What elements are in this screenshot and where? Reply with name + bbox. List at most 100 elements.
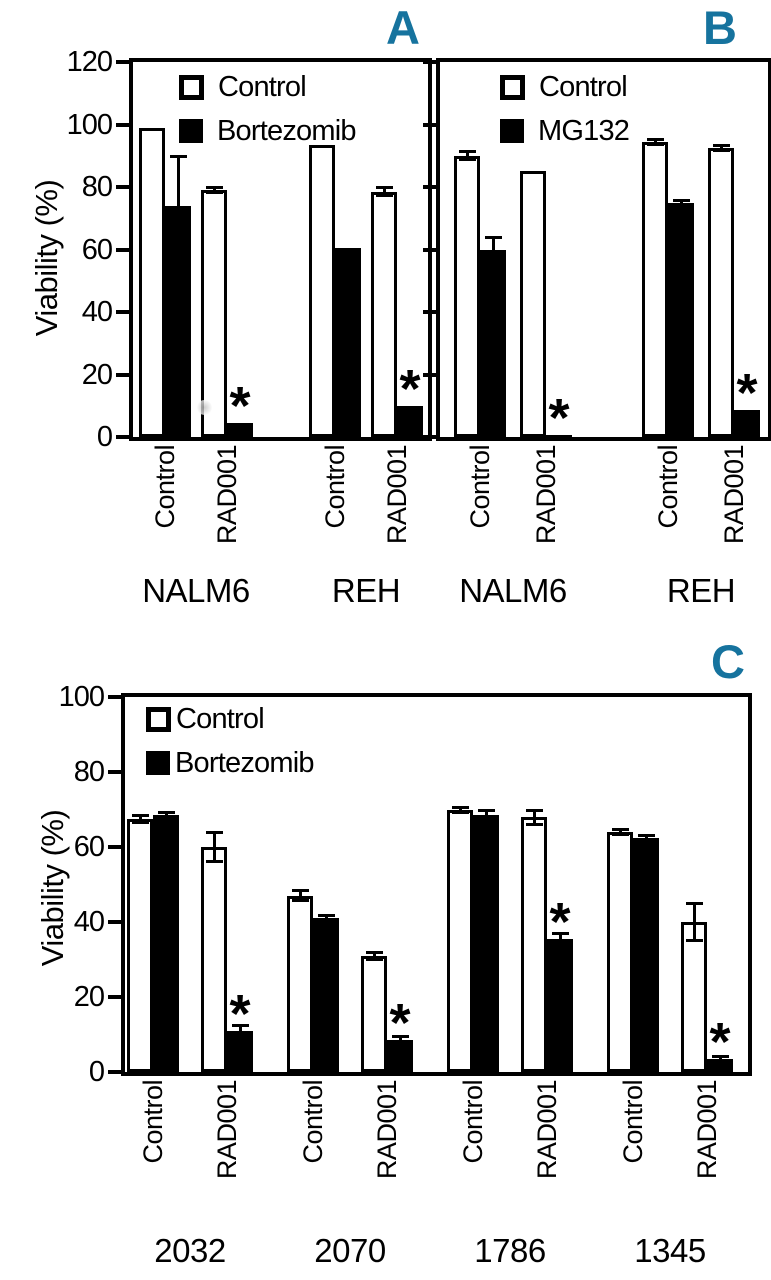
error-bar-line [719,144,723,152]
error-bar-line [692,903,696,941]
legend-item: Control [179,70,307,104]
bar-treated [227,1030,253,1072]
bar-control [309,144,335,437]
error-bar-cap [157,816,175,820]
error-bar-cap [672,198,690,202]
x-group-label: 2070 [314,1232,386,1269]
x-group-label: 2032 [154,1232,226,1269]
y-tick [108,920,121,924]
legend-label: Control [539,70,628,103]
significance-asterisk: * [736,363,758,424]
error-bar-cap [375,186,393,189]
significance-asterisk: * [389,993,411,1054]
x-pair-label: Control [150,445,180,529]
y-tick-label: 60 [73,831,105,863]
error-bar-cap [291,889,309,893]
y-tick [108,845,121,849]
error-bar-line [644,834,648,841]
error-bar-line [618,829,622,835]
bar-control [708,147,734,437]
legend-label: Control [218,70,307,103]
y-tick [116,247,129,252]
x-pair-label: Control [618,1080,648,1164]
bar-treated [387,1040,413,1072]
y-tick [423,122,436,127]
error-bar-cap [477,808,495,812]
error-bar-line [458,806,462,813]
legend-label: Bortezomib [175,746,314,779]
error-bar-cap [637,833,655,837]
error-bar-line [679,199,683,206]
error-bar-cap [317,919,335,923]
error-bar-cap [711,1054,729,1058]
x-pair-label: Control [138,1080,168,1164]
significance-asterisk: * [709,1011,731,1072]
smudge-artifact [197,400,212,415]
y-tick-label: 80 [73,756,105,788]
error-bar-cap [317,914,335,918]
y-tick [116,310,129,314]
x-pair-label: Control [653,445,683,529]
y-tick [108,695,121,699]
x-pair-label: RAD001 [692,1080,722,1180]
y-tick [116,185,129,189]
error-bar-cap [205,860,223,863]
x-pair-label: RAD001 [212,445,242,545]
error-bar-cap [365,957,383,961]
bar-control [454,155,480,437]
error-bar-line [212,187,216,194]
significance-asterisk: * [548,388,570,449]
legend-item: MG132 [500,114,630,148]
y-tick [116,372,129,377]
error-bar-cap [231,1024,249,1028]
error-bar-cap [611,828,629,831]
bar-control [127,818,153,1072]
legend-label: Control [176,702,265,735]
y-tick-label: 40 [73,906,105,938]
bar-treated [546,435,572,437]
error-bar-cap [451,805,469,809]
legend-marker-open-square [146,706,171,732]
bar-treated [668,202,694,437]
error-bar-line [138,815,142,823]
error-bar-cap [712,143,730,147]
error-bar-line [558,933,562,945]
y-tick-label: 20 [81,358,113,391]
x-pair-label: RAD001 [531,445,561,545]
bar-treated [227,422,253,437]
bar-control [371,191,397,437]
error-bar-cap [525,822,543,826]
significance-asterisk: * [549,891,571,952]
y-axis-title: Viability (%) [35,809,70,967]
bar-control [521,817,547,1072]
x-pair-label: Control [465,445,495,529]
error-bar-line [465,151,469,161]
error-bar-cap [169,253,187,257]
x-pair-label: RAD001 [382,445,412,545]
error-bar-cap [375,194,393,198]
bar-control [642,141,668,437]
y-tick [423,60,436,64]
y-tick-label: 0 [96,421,113,453]
error-bar-line [398,1036,402,1044]
y-tick [116,122,129,127]
x-pair-label: RAD001 [719,445,749,545]
error-bar-cap [484,260,502,263]
x-pair-label: Control [298,1080,328,1164]
error-bar-cap [551,942,569,946]
error-bar-cap [711,1059,729,1063]
y-tick [423,435,436,439]
bar-control [361,955,387,1072]
error-bar-cap [477,818,495,822]
x-pair-label: RAD001 [372,1080,402,1180]
legend-item: Bortezomib [146,746,314,780]
y-tick [108,1070,121,1074]
error-bar-cap [611,833,629,836]
legend-item: Bortezomib [179,114,356,148]
error-bar-cap [551,932,569,936]
error-bar-line [238,1025,242,1037]
significance-asterisk: * [229,375,251,436]
error-bar-cap [365,951,383,954]
x-pair-label: Control [320,445,350,529]
